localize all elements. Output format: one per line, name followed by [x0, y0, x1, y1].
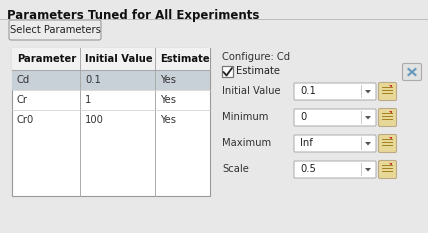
Bar — [12, 48, 210, 70]
Text: Configure: Cd: Configure: Cd — [222, 52, 290, 62]
Polygon shape — [365, 116, 371, 120]
FancyBboxPatch shape — [378, 134, 396, 153]
Text: 0.1: 0.1 — [85, 75, 101, 85]
FancyBboxPatch shape — [378, 82, 396, 100]
Bar — [222, 66, 233, 77]
Bar — [361, 137, 362, 150]
Text: Yes: Yes — [160, 95, 176, 105]
Polygon shape — [389, 85, 392, 88]
Text: 0.1: 0.1 — [300, 86, 316, 96]
Bar — [361, 163, 362, 176]
Polygon shape — [389, 111, 392, 114]
Text: Yes: Yes — [160, 75, 176, 85]
Bar — [361, 111, 362, 124]
Text: Initial Value: Initial Value — [222, 86, 281, 96]
Text: Yes: Yes — [160, 115, 176, 125]
FancyBboxPatch shape — [294, 83, 376, 100]
FancyBboxPatch shape — [294, 161, 376, 178]
Text: 0.5: 0.5 — [300, 164, 316, 175]
Text: Scale: Scale — [222, 164, 249, 175]
Polygon shape — [389, 137, 392, 140]
FancyBboxPatch shape — [294, 135, 376, 152]
Text: Estimate: Estimate — [160, 54, 210, 64]
FancyBboxPatch shape — [9, 20, 101, 40]
Text: 100: 100 — [85, 115, 104, 125]
Text: Inf: Inf — [300, 138, 313, 148]
Polygon shape — [389, 163, 392, 166]
Text: Cr: Cr — [17, 95, 28, 105]
Text: Select Parameters: Select Parameters — [9, 25, 101, 35]
Text: 0: 0 — [300, 113, 306, 123]
Bar — [12, 48, 210, 196]
Bar — [361, 85, 362, 98]
Text: Estimate: Estimate — [236, 66, 280, 76]
Polygon shape — [365, 142, 371, 145]
Text: Parameter: Parameter — [17, 54, 76, 64]
Text: Initial Value: Initial Value — [85, 54, 153, 64]
Text: Cd: Cd — [17, 75, 30, 85]
Text: Maximum: Maximum — [222, 138, 271, 148]
Bar — [12, 70, 210, 90]
Text: Parameters Tuned for All Experiments: Parameters Tuned for All Experiments — [7, 9, 259, 22]
FancyBboxPatch shape — [294, 109, 376, 126]
Text: 1: 1 — [85, 95, 91, 105]
FancyBboxPatch shape — [378, 161, 396, 178]
Polygon shape — [365, 168, 371, 171]
Polygon shape — [365, 90, 371, 93]
Text: Cr0: Cr0 — [17, 115, 34, 125]
FancyBboxPatch shape — [378, 109, 396, 127]
FancyBboxPatch shape — [402, 64, 422, 80]
Text: Minimum: Minimum — [222, 113, 268, 123]
